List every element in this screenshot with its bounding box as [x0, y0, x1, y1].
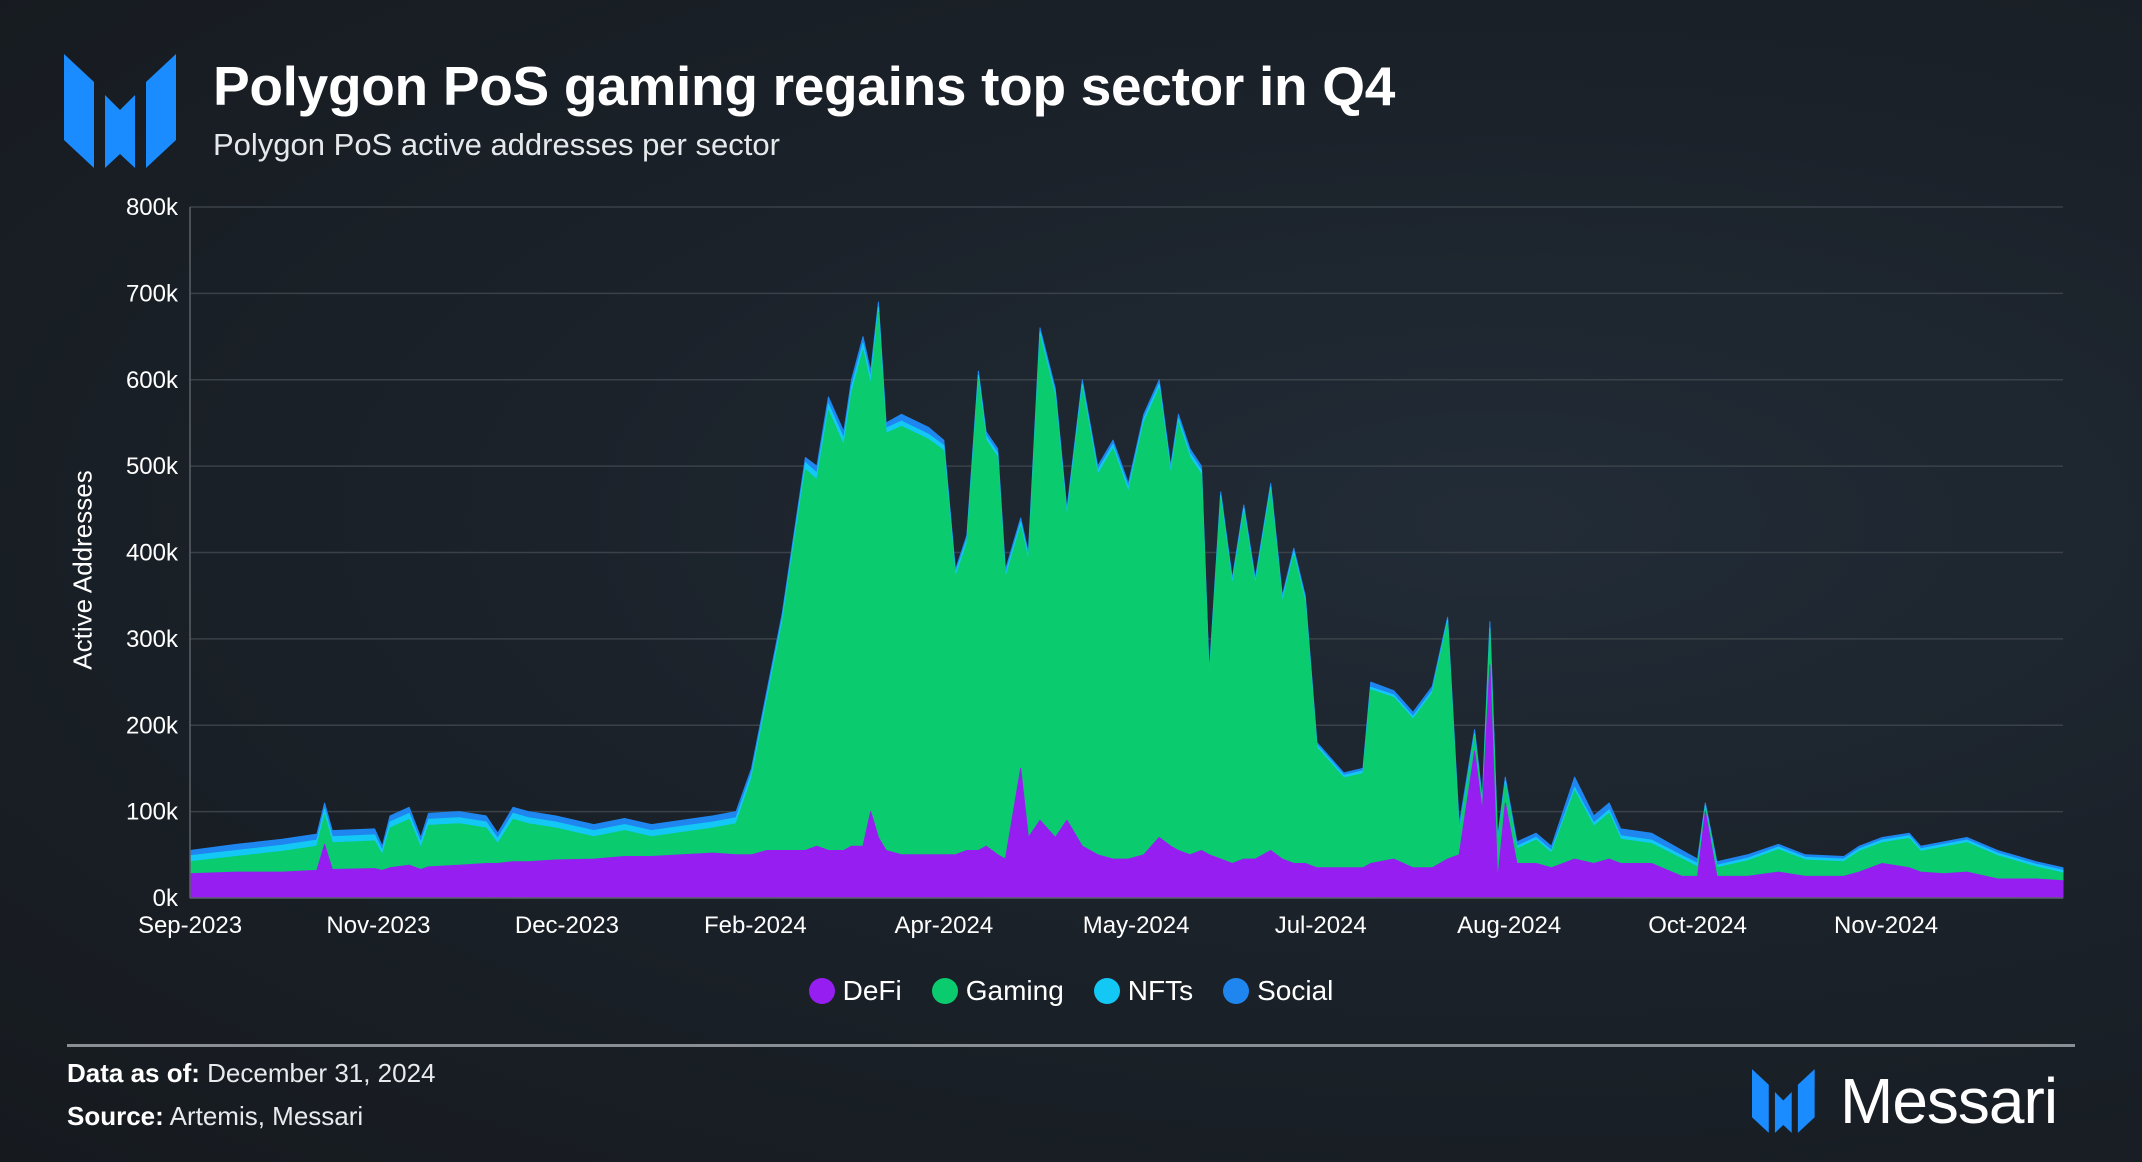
brand: Messari — [1752, 1064, 2058, 1138]
y-tick-label: 200k — [126, 712, 179, 739]
area-series — [189, 301, 2064, 899]
x-tick-label: May-2024 — [1083, 912, 1190, 939]
x-tick-label: Nov-2024 — [1834, 912, 1938, 939]
x-tick-label: Aug-2024 — [1457, 912, 1561, 939]
legend-item-nfts[interactable]: NFTs — [1093, 975, 1194, 1007]
x-tick-label: Oct-2024 — [1648, 912, 1747, 939]
data-as-of-value: December 31, 2024 — [207, 1058, 436, 1088]
source-label: Source: — [67, 1101, 164, 1131]
x-tick-label: Sep-2023 — [138, 912, 242, 939]
y-tick-label: 500k — [126, 453, 179, 480]
legend-swatch — [808, 978, 835, 1004]
x-tick-label: Jul-2024 — [1275, 912, 1367, 939]
y-tick-label: 0k — [153, 885, 179, 912]
x-tick-label: Apr-2024 — [894, 912, 993, 939]
messari-logo-icon — [1752, 1069, 1815, 1133]
x-tick-label: Nov-2023 — [326, 912, 430, 939]
y-axis-label: Active Addresses — [67, 470, 98, 670]
x-tick-label: Feb-2024 — [704, 912, 807, 939]
legend-label: DeFi — [842, 975, 902, 1006]
legend-item-defi[interactable]: DeFi — [808, 975, 902, 1007]
source: Source: Artemis, Messari — [67, 1101, 363, 1132]
legend-item-gaming[interactable]: Gaming — [931, 975, 1064, 1007]
source-value: Artemis, Messari — [169, 1101, 364, 1131]
y-tick-label: 600k — [126, 367, 179, 394]
brand-name: Messari — [1840, 1065, 2058, 1137]
y-tick-label: 300k — [126, 626, 179, 653]
legend-label: Social — [1257, 975, 1334, 1006]
y-tick-label: 100k — [126, 799, 179, 826]
legend-swatch — [1093, 978, 1120, 1004]
x-tick-label: Dec-2023 — [515, 912, 619, 939]
axes: 0k 100k 200k 300k 400k 500k 600k 700k 800k Sep-20… — [126, 194, 2063, 939]
y-tick-label: 400k — [126, 540, 179, 567]
legend-label: Gaming — [965, 975, 1064, 1006]
chart-subtitle: Polygon PoS active addresses per sector — [213, 127, 780, 162]
stacked-area-chart: 0k 100k 200k 300k 400k 500k 600k 700k 800k Sep-20… — [126, 194, 2064, 939]
legend-label: NFTs — [1127, 975, 1194, 1006]
y-tick-label: 700k — [126, 280, 179, 307]
area-gaming — [189, 311, 2064, 882]
legend-swatch — [931, 978, 958, 1004]
y-tick-label: 800k — [126, 194, 179, 221]
messari-logo-icon — [64, 54, 176, 168]
legend: DeFi Gaming NFTs Social — [0, 975, 2142, 1007]
legend-swatch — [1223, 978, 1250, 1004]
data-as-of: Data as of: December 31, 2024 — [67, 1058, 436, 1089]
legend-item-social[interactable]: Social — [1223, 975, 1333, 1007]
footer-divider — [67, 1044, 2075, 1047]
chart-title: Polygon PoS gaming regains top sector in… — [213, 55, 1396, 117]
data-as-of-label: Data as of: — [67, 1058, 200, 1088]
